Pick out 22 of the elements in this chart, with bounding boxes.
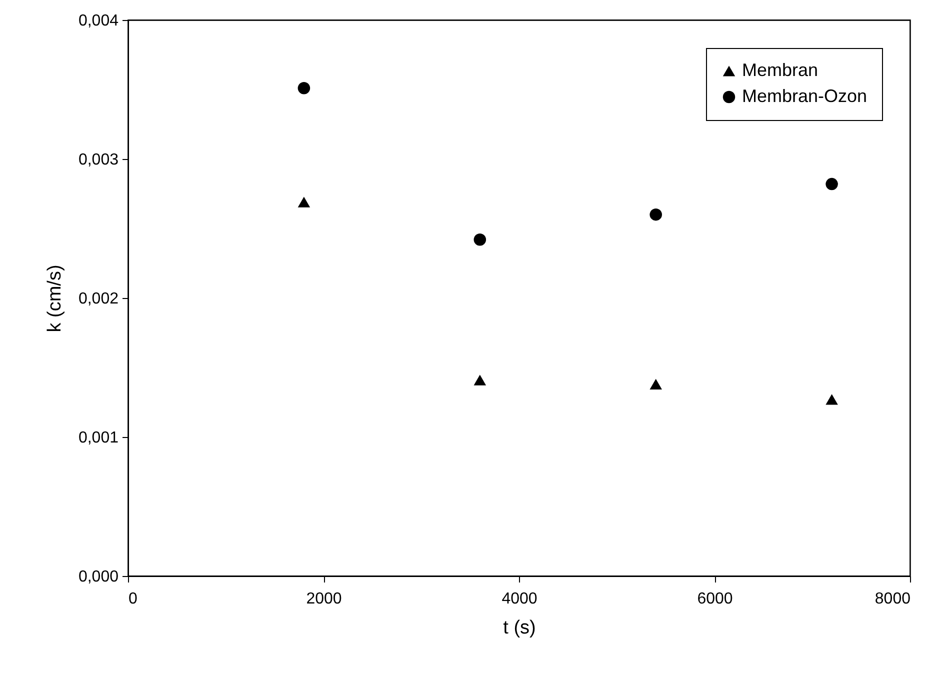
- y-axis-title: k (cm/s): [44, 264, 66, 332]
- y-tick-label: 0,004: [78, 12, 119, 30]
- point: [826, 178, 838, 190]
- x-tick-label: 4000: [502, 590, 538, 608]
- point: [650, 208, 662, 221]
- x-axis-title: t (s): [503, 618, 536, 638]
- point: [650, 378, 662, 390]
- x-tick-label: 2000: [306, 590, 342, 608]
- x-tick-label: 6000: [697, 590, 733, 608]
- legend-label: Membran: [742, 60, 818, 80]
- point: [474, 374, 486, 386]
- point: [474, 234, 486, 246]
- point: [298, 82, 310, 94]
- y-tick-label: 0,000: [78, 568, 119, 586]
- x-tick-label: 8000: [874, 590, 911, 608]
- legend-label: Membran-Ozon: [742, 86, 868, 106]
- point: [298, 196, 310, 208]
- y-tick-label: 0,002: [78, 290, 119, 308]
- y-tick-label: 0,003: [78, 152, 119, 168]
- x-tick-label: 0: [128, 590, 138, 608]
- point: [826, 394, 838, 405]
- y-tick-label: 0,001: [78, 430, 119, 446]
